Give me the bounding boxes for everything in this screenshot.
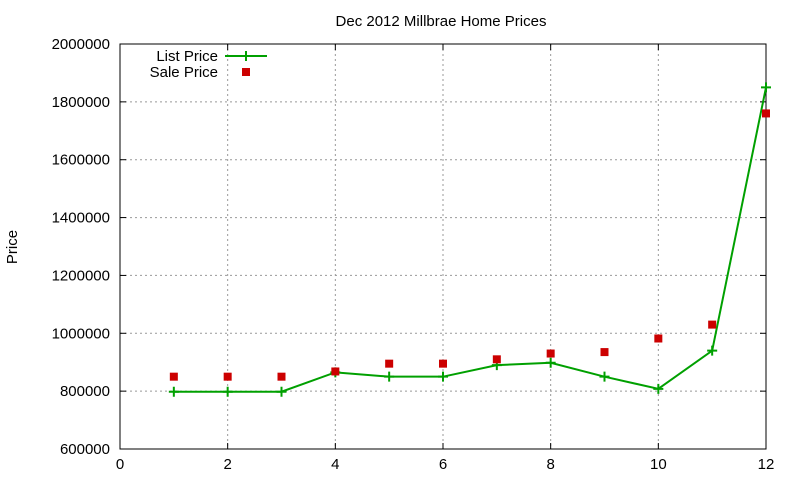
x-tick-label: 12 <box>758 456 775 473</box>
series-layer <box>168 82 771 397</box>
sale-price-point <box>439 359 447 368</box>
grid <box>120 44 766 449</box>
y-tick-label: 600000 <box>60 441 110 458</box>
x-tick-label: 4 <box>331 456 339 473</box>
sale-price-point <box>600 348 609 357</box>
y-tick-label: 800000 <box>60 383 110 400</box>
list-price-point <box>384 371 395 382</box>
sale-price-point <box>762 109 770 118</box>
y-tick-label: 2000000 <box>52 36 110 53</box>
list-price-point <box>276 386 287 397</box>
legend-label-sale-price: Sale Price <box>150 64 218 81</box>
x-tick-label: 8 <box>546 456 554 473</box>
sale-price-point <box>169 372 178 381</box>
list-price-point <box>599 371 610 382</box>
y-tick-label: 1800000 <box>52 94 110 111</box>
list-price-point <box>545 357 556 368</box>
sale-price-point <box>385 359 394 368</box>
list-price-point <box>653 383 664 394</box>
x-tick-label: 2 <box>223 456 231 473</box>
sale-price-point <box>546 349 555 358</box>
legend-marker-list-price <box>241 51 251 61</box>
sale-price-point <box>708 320 717 329</box>
y-tick-label: 1200000 <box>52 267 110 284</box>
list-price-point <box>168 386 179 397</box>
y-tick-label: 1600000 <box>52 152 110 169</box>
y-tick-label: 1400000 <box>52 210 110 227</box>
list-price-point <box>438 371 448 382</box>
list-price-point <box>761 82 771 93</box>
axes: 0 2 4 6 8 10 12 600000 800000 1000000 1200000 14000… <box>52 36 775 473</box>
chart-title: Dec 2012 Millbrae Home Prices <box>336 13 547 30</box>
y-tick-label: 1000000 <box>52 325 110 342</box>
list-price-point <box>222 386 233 397</box>
sale-price-point <box>223 372 232 381</box>
sale-price-point <box>277 372 286 381</box>
x-tick-label: 10 <box>650 456 667 473</box>
x-tick-label: 0 <box>116 456 124 473</box>
legend-marker-sale-price <box>242 68 250 76</box>
legend-label-list-price: List Price <box>156 48 218 65</box>
sale-price-point <box>331 367 340 376</box>
sale-price-point <box>492 355 501 364</box>
list-price-line <box>173 87 767 393</box>
list-price-point <box>707 345 718 356</box>
x-tick-label: 6 <box>439 456 447 473</box>
sale-price-point <box>654 334 663 343</box>
y-axis-label: Price <box>4 230 21 264</box>
